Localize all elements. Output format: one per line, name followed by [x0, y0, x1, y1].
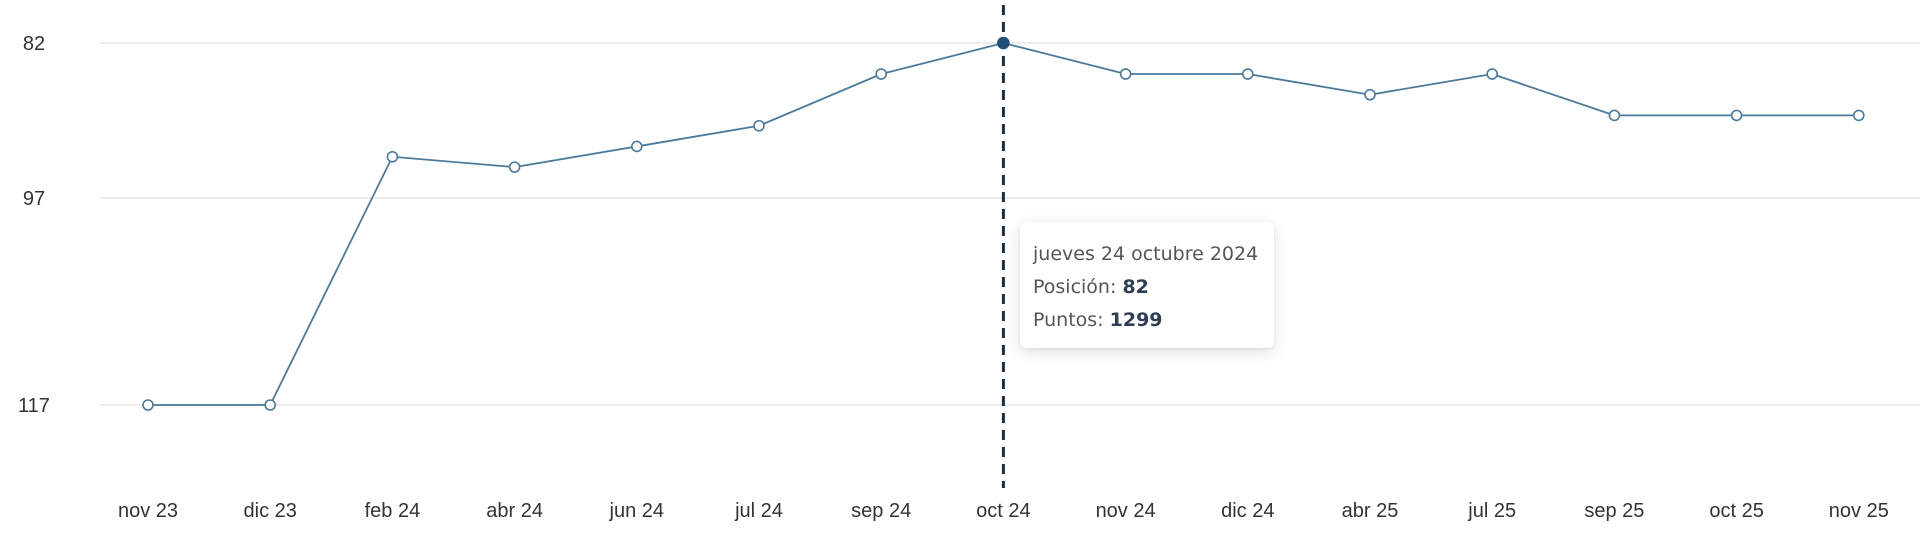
x-tick-label: abr 24: [486, 500, 543, 522]
tooltip-date: jueves 24 octubre 2024: [1033, 243, 1259, 265]
y-tick-label: 82: [23, 33, 45, 55]
data-point[interactable]: [508, 161, 521, 173]
tooltip-points-label: Puntos:: [1033, 309, 1104, 331]
data-point[interactable]: [1608, 109, 1621, 122]
y-tick-label: 117: [18, 395, 50, 417]
x-tick-label: oct 25: [1709, 500, 1763, 522]
data-point-highlighted[interactable]: [997, 36, 1010, 50]
data-point[interactable]: [1730, 109, 1743, 122]
data-point[interactable]: [1119, 68, 1132, 80]
x-axis-ticks: nov 23 dic 23 feb 24 abr 24 jun 24 jul 24 sep …: [118, 500, 1889, 522]
data-point[interactable]: [1364, 88, 1376, 101]
data-point[interactable]: [1242, 68, 1254, 80]
x-tick-label: dic 24: [1221, 500, 1274, 522]
x-tick-label: oct 24: [976, 500, 1030, 522]
y-axis-ticks: 82 97 117: [18, 33, 50, 417]
data-tooltip: jueves 24 octubre 2024 Posición: 82 Punt…: [1020, 222, 1274, 348]
data-point[interactable]: [386, 150, 399, 163]
tooltip-position: Posición: 82: [1033, 271, 1262, 304]
tooltip-position-label: Posición:: [1033, 276, 1117, 298]
tooltip-points-value: 1299: [1109, 309, 1163, 331]
x-tick-label: nov 24: [1096, 500, 1156, 522]
data-points: [142, 36, 1865, 411]
data-point[interactable]: [142, 399, 154, 411]
gridlines: [100, 42, 1920, 406]
x-tick-label: abr 25: [1342, 500, 1399, 522]
x-tick-label: nov 25: [1829, 500, 1889, 522]
data-point[interactable]: [264, 399, 277, 411]
x-tick-label: sep 25: [1584, 500, 1644, 522]
data-point[interactable]: [630, 140, 643, 153]
x-tick-label: jul 24: [734, 500, 783, 522]
x-tick-label: jul 25: [1467, 500, 1516, 522]
data-point[interactable]: [1853, 109, 1865, 122]
x-tick-label: dic 23: [244, 500, 297, 522]
data-point[interactable]: [753, 119, 765, 132]
x-tick-label: nov 23: [118, 500, 178, 522]
tooltip-position-value: 82: [1122, 276, 1149, 298]
y-tick-label: 97: [23, 188, 45, 210]
x-tick-label: sep 24: [851, 500, 911, 522]
data-point[interactable]: [875, 68, 888, 80]
x-tick-label: feb 24: [365, 500, 421, 522]
x-tick-label: jun 24: [609, 500, 665, 522]
data-point[interactable]: [1486, 68, 1498, 80]
tooltip-points: Puntos: 1299: [1033, 304, 1262, 337]
